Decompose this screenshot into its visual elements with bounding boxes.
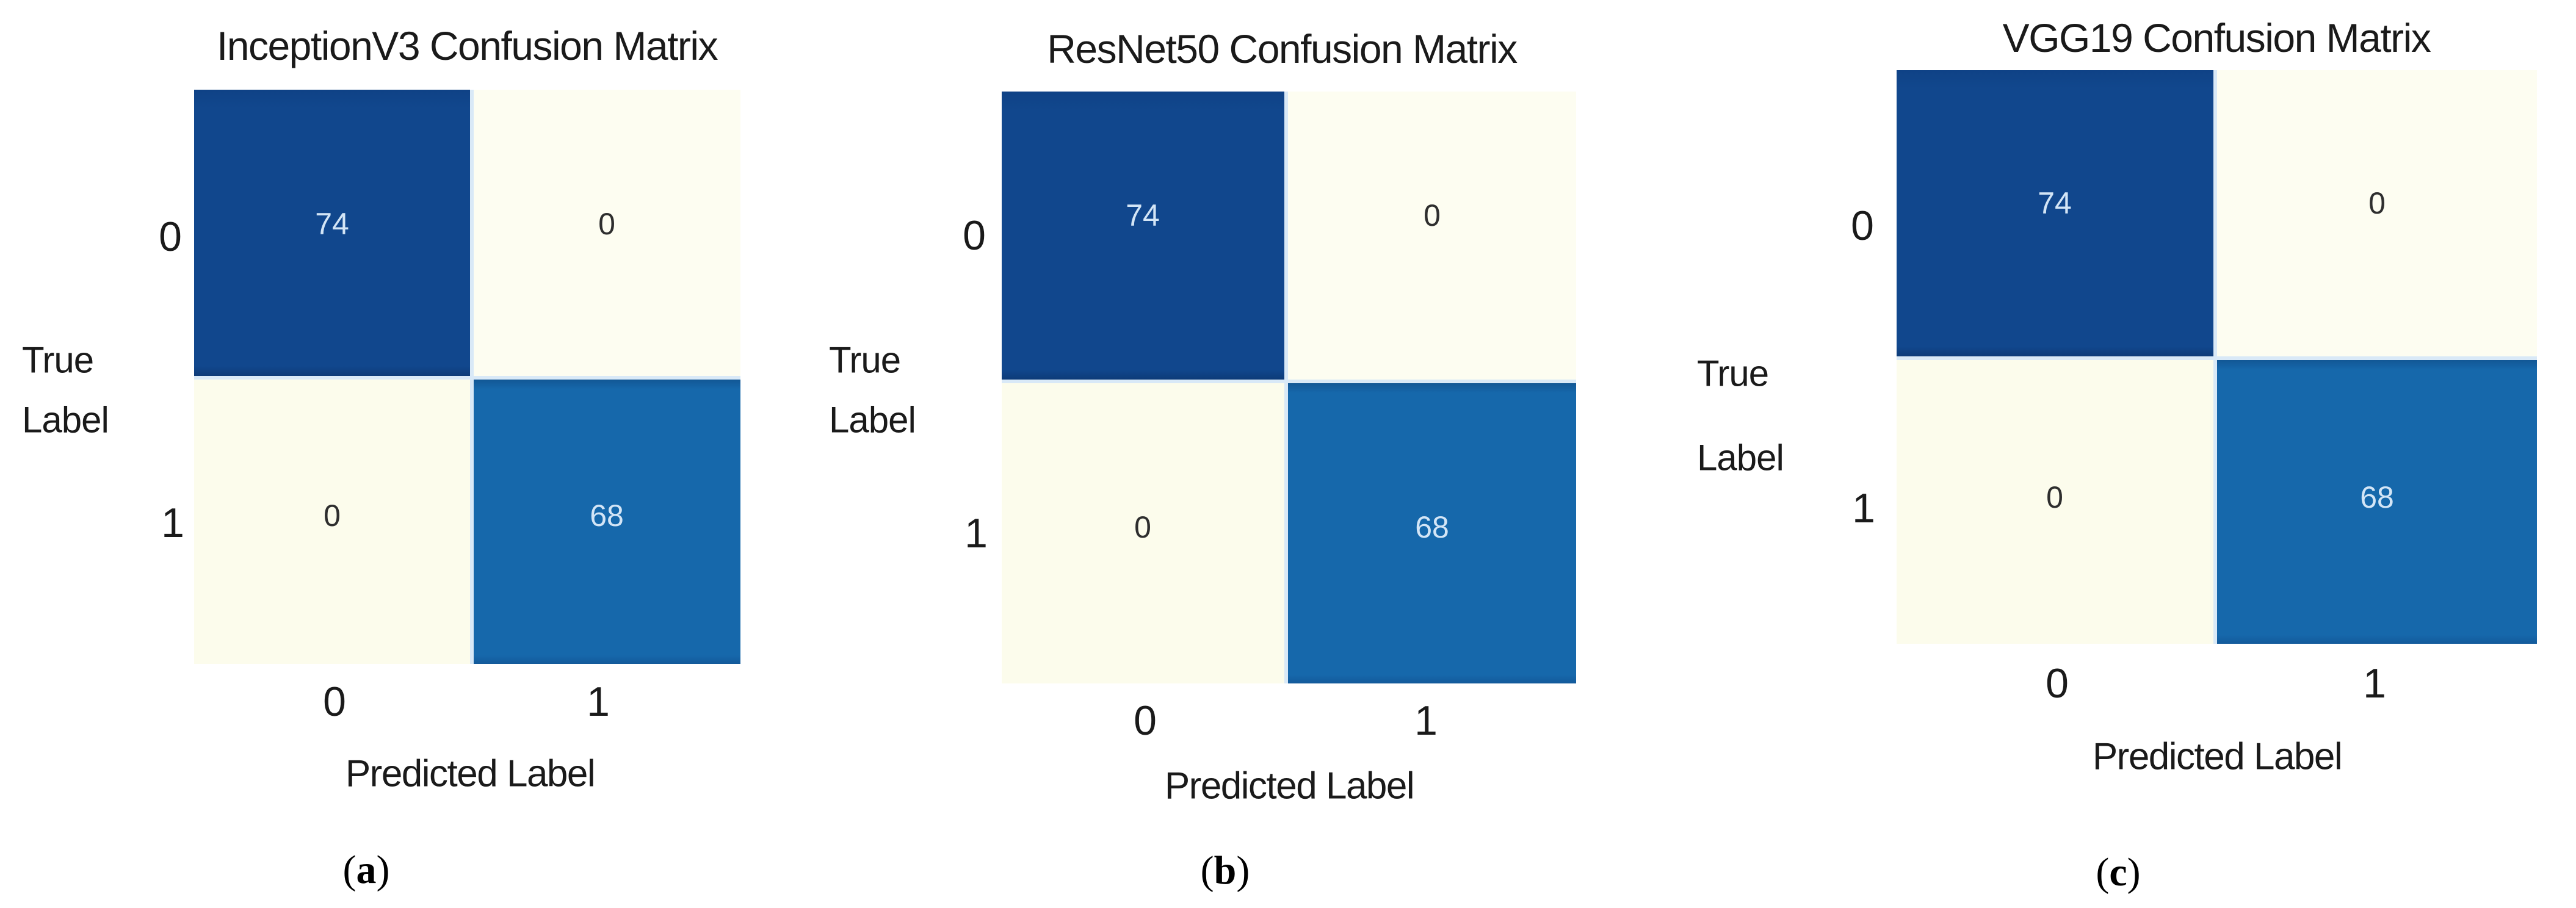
y-tick-0: 0 (963, 212, 986, 259)
chart-title-resnet50: ResNet50 Confusion Matrix (1047, 26, 1518, 71)
y-tick-0: 0 (159, 214, 182, 260)
matrix-value-1-1: 68 (2360, 480, 2394, 514)
chart-title-vgg19: VGG19 Confusion Matrix (2002, 15, 2431, 60)
y-tick-1: 1 (161, 500, 184, 546)
matrix-cell-0-1 (1288, 92, 1576, 380)
caption-paren-close: ) (376, 848, 390, 892)
matrix-cell-1-0 (194, 380, 470, 664)
matrix-value-1-1: 68 (590, 499, 624, 533)
caption-paren-close: ) (2127, 850, 2141, 895)
x-tick-0: 0 (1134, 697, 1157, 744)
x-axis-label: Predicted Label (345, 752, 596, 795)
y-axis-label-line2: Label (1697, 437, 1784, 478)
matrix-cell-1-1 (474, 380, 740, 664)
x-tick-1: 1 (2363, 660, 2386, 707)
chart-title-inceptionv3: InceptionV3 Confusion Matrix (216, 23, 718, 68)
y-axis-label-line1: True (829, 339, 901, 381)
y-axis-label-line2: Label (22, 399, 109, 441)
matrix-value-0-0: 74 (1126, 198, 1160, 232)
matrix-value-0-1: 0 (1424, 198, 1441, 232)
subfigure-caption-c: (c) (2096, 849, 2140, 896)
x-tick-0: 0 (2046, 660, 2069, 707)
subfigure-caption-a: (a) (343, 847, 390, 893)
caption-paren-close: ) (1236, 848, 1250, 893)
matrix-cell-0-1 (2217, 70, 2537, 356)
y-axis-label-line2: Label (829, 399, 916, 441)
matrix-value-0-0: 74 (2038, 186, 2072, 220)
y-axis-label-line1: True (22, 339, 94, 381)
x-axis-label: Predicted Label (2092, 735, 2343, 778)
y-axis-label-line1: True (1697, 353, 1769, 394)
matrix-value-0-1: 0 (2368, 186, 2386, 220)
matrix-cell-1-1 (2217, 360, 2537, 644)
matrix-cell-0-0 (194, 90, 470, 376)
matrix-cell-1-1 (1288, 383, 1576, 683)
x-axis-label: Predicted Label (1164, 765, 1415, 807)
x-tick-1: 1 (587, 679, 610, 725)
matrix-value-1-0: 0 (2046, 480, 2063, 514)
matrix-value-1-0: 0 (324, 499, 341, 533)
matrix-cell-0-0 (1002, 92, 1284, 380)
x-tick-0: 0 (323, 679, 346, 725)
matrix-cell-0-1 (474, 90, 740, 376)
caption-paren-open: ( (342, 848, 356, 892)
caption-paren-open: ( (1200, 848, 1214, 893)
caption-letter: b (1214, 848, 1237, 893)
caption-letter: c (2109, 850, 2127, 895)
matrix-cell-0-0 (1897, 70, 2213, 356)
matrix-cell-1-0 (1897, 360, 2213, 644)
y-tick-1: 1 (964, 510, 988, 557)
y-tick-0: 0 (1851, 203, 1874, 249)
matrix-value-0-0: 74 (315, 207, 349, 241)
y-tick-1: 1 (1852, 485, 1875, 531)
matrix-cell-1-0 (1002, 383, 1284, 683)
subfigure-caption-b: (b) (1201, 848, 1250, 894)
caption-paren-open: ( (2096, 850, 2110, 895)
matrix-value-1-1: 68 (1415, 510, 1449, 544)
x-tick-1: 1 (1414, 697, 1438, 744)
matrix-value-0-1: 0 (598, 207, 615, 241)
caption-letter: a (356, 848, 377, 892)
matrix-value-1-0: 0 (1134, 510, 1151, 544)
